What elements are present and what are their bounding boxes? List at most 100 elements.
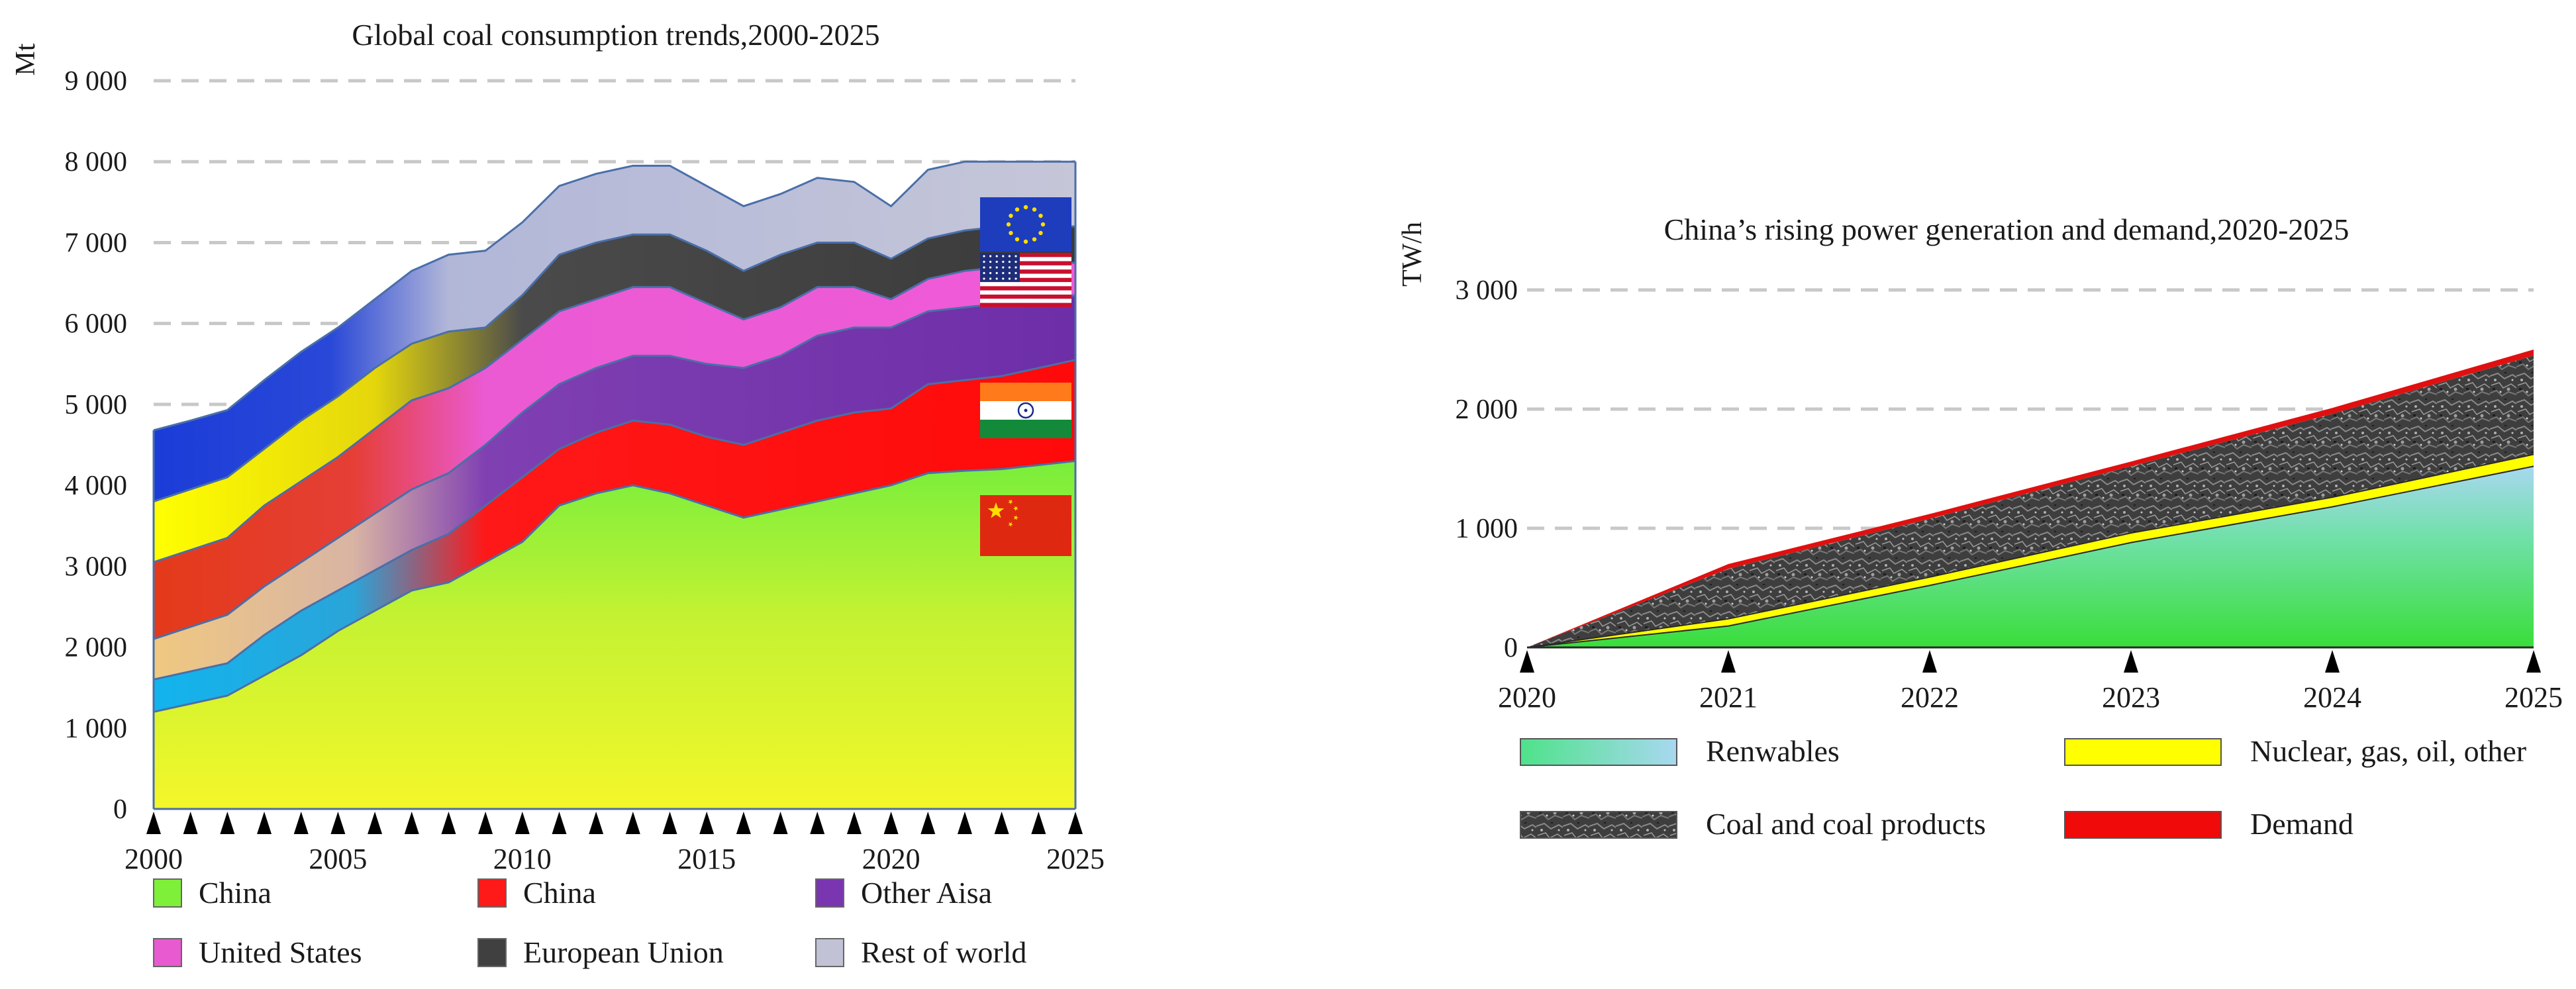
x-tick-mark xyxy=(920,812,936,834)
x-tick-mark xyxy=(257,812,272,834)
x-tick-mark xyxy=(441,812,456,834)
legend-swatch xyxy=(1520,811,1677,839)
legend-item: China xyxy=(153,876,272,910)
legend-label: Nuclear, gas, oil, other xyxy=(2250,734,2526,768)
legacy-region-bands xyxy=(152,160,1077,810)
y-tick-label: 3 000 xyxy=(65,551,128,582)
x-tick-mark xyxy=(2526,650,2541,673)
legend-swatch xyxy=(1520,738,1677,766)
legend-label: United States xyxy=(199,935,362,969)
legend-swatch xyxy=(815,878,844,908)
x-tick-mark xyxy=(1520,650,1534,673)
y-tick-labels: 0 1 000 2 000 3 000 4 000 5 000 6 000 7 000 8 00… xyxy=(65,66,128,825)
legend-item: United States xyxy=(153,935,362,969)
x-tick-mark xyxy=(810,812,825,834)
series-outline xyxy=(153,261,1075,563)
x-axis-ticks: 2020 2021 2022 2023 2024 2025 xyxy=(1498,650,2563,714)
x-tick-label: 2020 xyxy=(1498,681,1556,714)
band-orange xyxy=(154,367,486,639)
legend-label: Other Aisa xyxy=(861,876,992,910)
x-tick-label: 2005 xyxy=(309,843,367,875)
legend-swatch xyxy=(153,938,182,967)
legend-label: Coal and coal products xyxy=(1706,807,1986,841)
y-axis-label: TW/h xyxy=(1397,222,1428,287)
legend-item: Nuclear, gas, oil, other xyxy=(2064,734,2526,768)
x-tick-mark xyxy=(515,812,530,834)
legend-item: Renwables xyxy=(1520,734,1840,768)
y-tick-label: 3 000 xyxy=(1456,275,1518,306)
y-tick-label: 8 000 xyxy=(65,147,128,177)
area-coal-and-coal-products xyxy=(1527,355,2534,647)
legend: China China Other Aisa United States Europea… xyxy=(153,876,1026,969)
y-tick-label: 5 000 xyxy=(65,390,128,420)
x-tick-mark xyxy=(994,812,1009,834)
x-tick-mark xyxy=(1068,812,1083,834)
y-tick-labels: 0 1 000 2 000 3 000 xyxy=(1456,275,1518,663)
series-outline xyxy=(153,225,1075,502)
x-tick-mark xyxy=(220,812,235,834)
chart-title: Global coal consumption trends,2000-2025 xyxy=(352,18,879,52)
series-outline xyxy=(153,459,1076,713)
legend-label: Rest of world xyxy=(861,935,1026,969)
us-flag xyxy=(980,253,1071,307)
x-tick-label: 2022 xyxy=(1901,681,1959,714)
x-tick-mark xyxy=(2325,650,2340,673)
legend-label: Renwables xyxy=(1706,734,1840,768)
x-tick-mark xyxy=(478,812,493,834)
india-flag xyxy=(980,383,1071,438)
y-tick-label: 4 000 xyxy=(65,471,128,501)
x-tick-mark xyxy=(773,812,788,834)
legend-item: European Union xyxy=(477,935,724,969)
x-tick-mark xyxy=(404,812,419,834)
x-tick-mark xyxy=(736,812,751,834)
y-axis-label: Mt xyxy=(11,43,41,75)
x-tick-mark xyxy=(1922,650,1937,673)
eu-flag xyxy=(980,197,1071,252)
china-flag xyxy=(980,495,1071,556)
country-flags xyxy=(980,197,1071,556)
legend-swatch xyxy=(477,878,507,908)
x-tick-label: 2015 xyxy=(677,843,736,875)
y-tick-label: 0 xyxy=(113,794,127,825)
stacked-areas xyxy=(1526,350,2534,649)
band-cyan xyxy=(154,505,486,712)
x-tick-mark xyxy=(368,812,383,834)
y-tick-label: 7 000 xyxy=(65,228,128,258)
area-china xyxy=(154,359,1075,712)
legend-item: China xyxy=(477,876,596,910)
y-tick-label: 1 000 xyxy=(65,714,128,744)
series-outline xyxy=(153,294,1076,640)
legend-item: Rest of world xyxy=(815,935,1026,969)
x-tick-mark xyxy=(589,812,604,834)
x-tick-mark xyxy=(699,812,715,834)
legend-label: Demand xyxy=(2250,807,2353,841)
x-tick-mark xyxy=(1721,650,1736,673)
series-outline xyxy=(1526,465,2534,648)
legend-swatch xyxy=(2064,811,2222,839)
x-tick-mark xyxy=(330,812,346,834)
x-tick-mark xyxy=(957,812,972,834)
coal-consumption-chart: Global coal consumption trends,2000-2025… xyxy=(11,18,1105,969)
area-demand xyxy=(1527,350,2534,647)
legend: Renwables Nuclear, gas, oil, other Coal an… xyxy=(1520,734,2526,841)
x-tick-label: 2020 xyxy=(862,843,920,875)
legend-label: China xyxy=(523,876,596,910)
series-outline xyxy=(1526,453,2534,648)
y-tick-label: 0 xyxy=(1504,633,1518,663)
y-tick-label: 6 000 xyxy=(65,309,128,340)
x-tick-label: 2010 xyxy=(493,843,552,875)
band-yellow xyxy=(154,295,522,563)
x-tick-mark xyxy=(662,812,677,834)
x-tick-label: 2025 xyxy=(1046,843,1105,875)
x-tick-mark xyxy=(293,812,309,834)
area-other-aisa xyxy=(154,295,1075,680)
x-tick-label: 2021 xyxy=(1699,681,1758,714)
x-tick-mark xyxy=(146,812,161,834)
y-tick-label: 2 000 xyxy=(65,633,128,663)
area-china xyxy=(154,461,1075,809)
area-renwables xyxy=(1527,466,2534,647)
y-tick-label: 9 000 xyxy=(65,66,128,97)
legend-item: Coal and coal products xyxy=(1520,807,1986,841)
power-generation-chart: China’s rising power generation and dema… xyxy=(1397,212,2563,841)
